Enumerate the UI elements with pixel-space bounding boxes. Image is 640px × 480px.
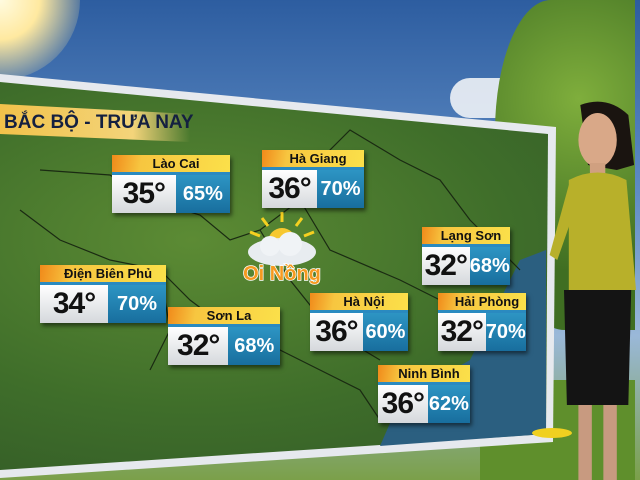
city-card-ninh-binh: Ninh Bình 36° 62% (378, 365, 470, 423)
humidity: 68% (228, 327, 280, 365)
temperature: 35° (122, 177, 166, 210)
humidity: 70% (108, 285, 166, 323)
humidity: 70% (485, 313, 526, 351)
city-name: Hà Giang (262, 150, 364, 170)
temperature: 32° (177, 329, 220, 362)
temperature: 32° (440, 315, 484, 348)
temperature: 32° (424, 249, 468, 282)
sun-cloud-icon: Oi Nồng (242, 212, 322, 286)
city-card-ha-giang: Hà Giang 36° 70% (262, 150, 364, 208)
city-name: Hà Nội (310, 293, 408, 313)
city-card-son-la: Sơn La 32° 68% (168, 307, 280, 365)
weather-label: Oi Nồng (243, 263, 321, 285)
city-name: Ninh Bình (378, 365, 470, 385)
city-name: Lào Cai (112, 155, 230, 175)
temperature: 36° (315, 315, 358, 348)
floor-marker (532, 428, 572, 438)
city-card-lang-son: Lạng Sơn 32° 68% (422, 227, 510, 285)
presenter (549, 101, 636, 480)
temperature: 36° (268, 172, 311, 205)
city-name: Sơn La (168, 307, 280, 327)
humidity: 65% (175, 175, 230, 213)
city-card-ha-noi: Hà Nội 36° 60% (310, 293, 408, 351)
humidity: 60% (362, 313, 408, 351)
city-card-dien-bien-phu: Điện Biên Phủ 34° 70% (40, 265, 166, 323)
city-card-lao-cai: Lào Cai 35° 65% (112, 155, 230, 213)
humidity: 62% (427, 385, 470, 423)
temperature: 36° (381, 387, 425, 420)
page-title: BẮC BỘ - TRƯA NAY (4, 112, 194, 133)
humidity: 70% (317, 170, 364, 208)
humidity: 68% (469, 247, 510, 285)
city-name: Lạng Sơn (422, 227, 510, 247)
temperature: 34° (52, 287, 96, 320)
city-name: Hải Phòng (438, 293, 526, 313)
city-name: Điện Biên Phủ (40, 265, 166, 285)
city-card-hai-phong: Hải Phòng 32° 70% (438, 293, 526, 351)
